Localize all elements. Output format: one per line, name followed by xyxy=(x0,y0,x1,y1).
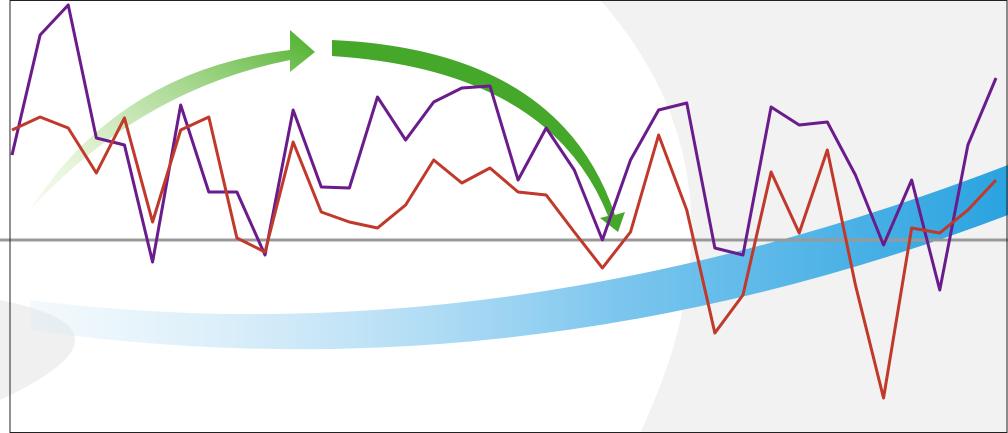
arrow xyxy=(332,40,625,232)
swoosh xyxy=(30,165,1008,350)
series-line xyxy=(10,3,998,292)
series-line xyxy=(11,115,998,400)
